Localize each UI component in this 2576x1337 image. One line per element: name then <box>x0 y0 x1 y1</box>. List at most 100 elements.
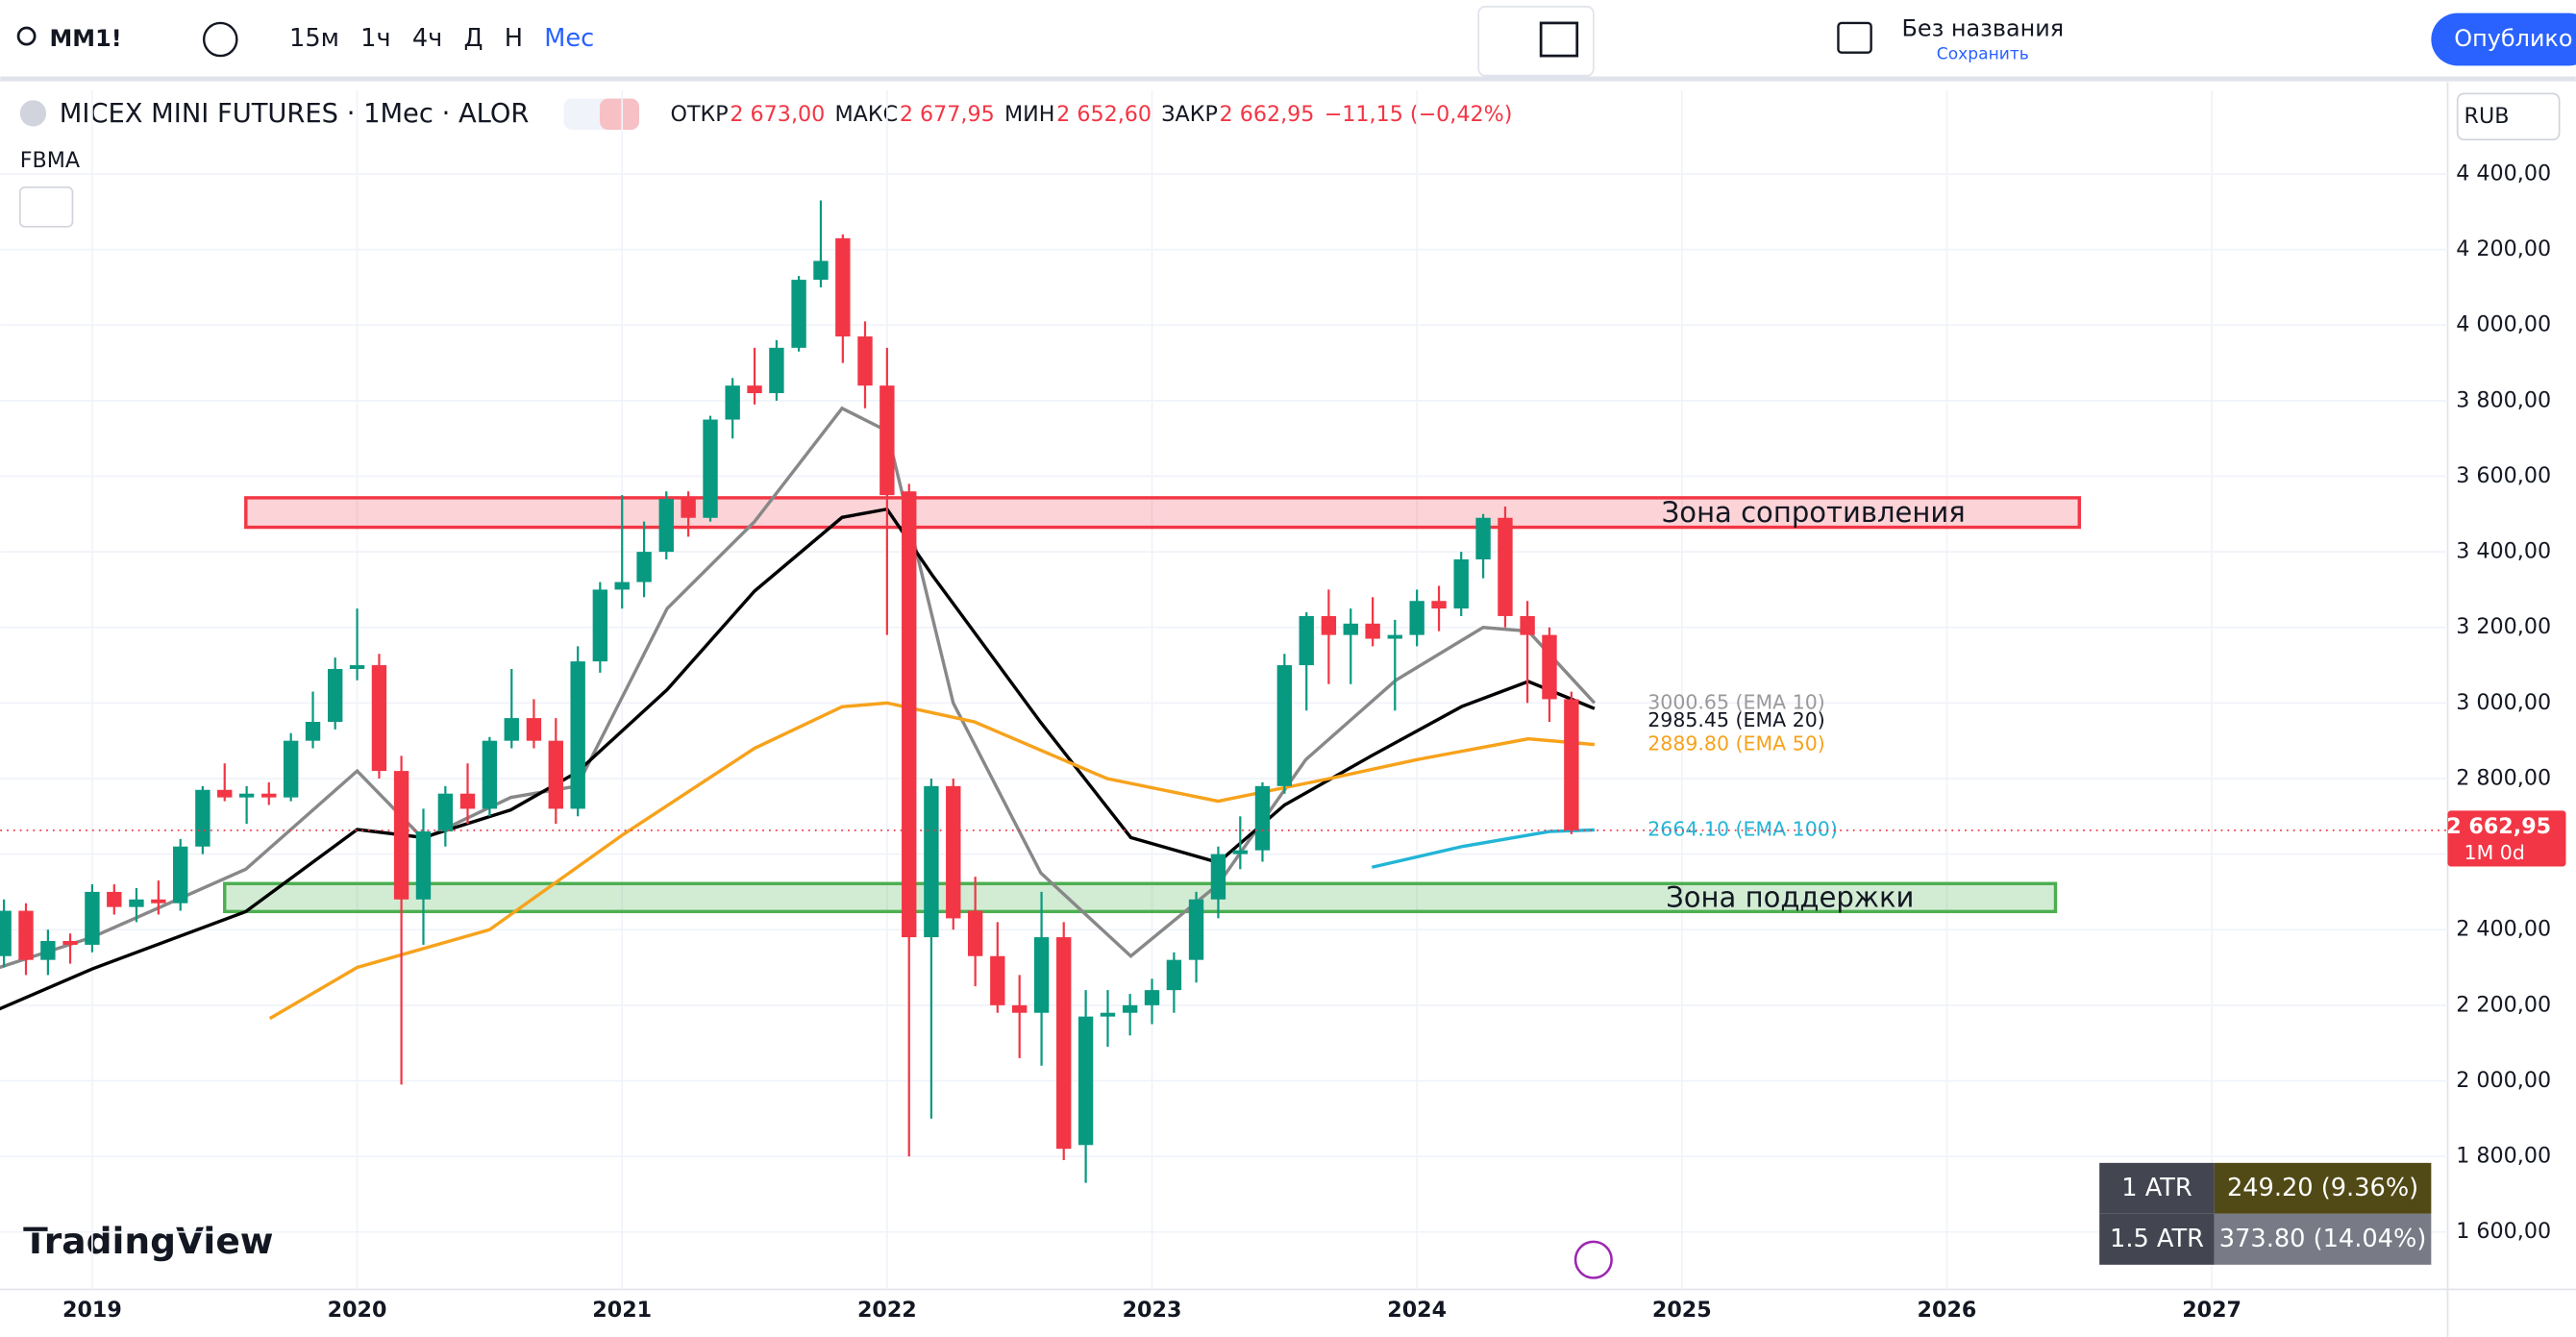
ema-line <box>0 406 1597 970</box>
atr-key-cell <box>2099 1162 2215 1214</box>
y-tick-label: 4 200,00 <box>2456 236 2551 261</box>
layout-icon[interactable] <box>1837 21 1872 54</box>
save-label[interactable]: Сохранить <box>1937 44 2029 63</box>
ema-label: 2889.80 (EMA 50) <box>1647 732 1825 755</box>
candle-body <box>1409 601 1424 635</box>
ohlc-value: 2 652,60 <box>1056 102 1152 127</box>
y-tick-label: 2 000,00 <box>2456 1068 2551 1093</box>
publish-label[interactable]: Опублико <box>2454 25 2572 52</box>
y-tick-label: 4 000,00 <box>2456 312 2551 337</box>
symbol[interactable]: MM1! <box>50 25 122 52</box>
candle-body <box>1387 634 1402 639</box>
candle-body <box>835 237 851 337</box>
x-tick-label: 2020 <box>328 1298 387 1323</box>
y-tick-label: 3 000,00 <box>2456 690 2551 715</box>
candle-body <box>1343 623 1358 635</box>
interval[interactable]: 1ч <box>360 24 390 53</box>
candle-body <box>238 793 255 798</box>
y-tick-label: 1 800,00 <box>2456 1144 2551 1169</box>
toolbar <box>0 0 2576 80</box>
atr-key: 1.5 ATR <box>2110 1225 2204 1253</box>
ema-line <box>1371 828 1595 869</box>
candle-body <box>283 740 299 798</box>
candle-body <box>151 899 166 904</box>
candle-body <box>1033 937 1050 1013</box>
candle-body <box>437 793 454 832</box>
candle-body <box>967 910 983 956</box>
candle-body <box>902 491 917 938</box>
candle-body <box>1100 1012 1116 1017</box>
interval[interactable]: Н <box>505 24 523 53</box>
candle-body <box>459 793 476 809</box>
candle-body <box>1210 854 1226 900</box>
candle-body <box>658 499 674 553</box>
candle-body <box>1542 634 1557 700</box>
alert-icon[interactable] <box>1573 1240 1613 1279</box>
candle-body <box>327 668 343 723</box>
candle-body <box>1056 937 1072 1150</box>
candle-body <box>18 910 34 960</box>
x-tick-label: 2021 <box>592 1298 652 1323</box>
candle-body <box>813 260 829 281</box>
currency[interactable]: RUB <box>2465 104 2510 129</box>
ohlc: ОТКР 2 673,00 МАКС 2 677,95 МИН 2 652,60 ЗАКР 2… <box>670 102 1314 127</box>
currency-box[interactable] <box>2456 92 2561 141</box>
search-icon[interactable] <box>16 26 37 46</box>
ohlc-value: 2 662,95 <box>1220 102 1315 127</box>
atr-value: 373.80 (14.04%) <box>2219 1225 2427 1253</box>
intervals: 15м 1ч 4ч Д Н Мес <box>289 24 594 53</box>
candle-body <box>415 831 432 900</box>
candle-body <box>1498 517 1513 616</box>
candle-body <box>393 771 409 900</box>
atr-key: 1 ATR <box>2121 1174 2192 1202</box>
interval[interactable]: Д <box>464 24 483 53</box>
candle-body <box>1254 785 1271 851</box>
candle-body <box>0 910 12 956</box>
candle-body <box>1520 615 1535 635</box>
candle-body <box>1077 1016 1094 1146</box>
add-symbol[interactable] <box>202 21 238 58</box>
collapse[interactable] <box>18 186 74 228</box>
candle-body <box>769 347 784 394</box>
candle-body <box>1232 850 1248 854</box>
candle-body <box>482 740 498 809</box>
candle-body <box>40 941 56 960</box>
candle-body <box>1431 601 1447 609</box>
interval[interactable]: 15м <box>289 24 339 53</box>
x-tick-label: 2024 <box>1387 1298 1447 1323</box>
zone-label: Зона сопротивления <box>1662 496 1966 529</box>
y-tick-label: 3 200,00 <box>2456 614 2551 639</box>
last-price-sub: 1M 0d <box>2465 841 2525 864</box>
candle-body <box>305 722 321 741</box>
atr-value-cell <box>2214 1213 2432 1265</box>
legend-toggle-on[interactable] <box>599 98 640 130</box>
ohlc-key: МИН <box>1004 102 1054 127</box>
y-tick-label: 2 800,00 <box>2456 765 2551 790</box>
layout-name[interactable]: Без названия <box>1901 15 2064 42</box>
publish-button[interactable] <box>2431 12 2576 66</box>
x-tick-label: 2027 <box>2182 1298 2242 1323</box>
candle-body <box>636 552 652 582</box>
atr-value: 249.20 (9.36%) <box>2227 1174 2418 1202</box>
candle-body <box>217 789 233 798</box>
candle-body <box>261 793 277 798</box>
ohlc-key: МАКС <box>835 102 899 127</box>
ema-label: 3000.65 (EMA 10) <box>1647 690 1825 713</box>
rect-tool[interactable] <box>1539 21 1579 58</box>
candle-body <box>371 665 387 772</box>
y-tick-label: 2 400,00 <box>2456 917 2551 942</box>
candle-body <box>173 846 188 904</box>
ema-line <box>268 701 1596 1021</box>
interval[interactable]: 4ч <box>412 24 442 53</box>
y-tick-label: 2 200,00 <box>2456 992 2551 1017</box>
y-tick-label: 3 400,00 <box>2456 539 2551 564</box>
candle-body <box>1321 615 1337 635</box>
brand: TradingView <box>23 1220 273 1262</box>
candle-body <box>1365 623 1380 639</box>
candle-body <box>946 785 961 919</box>
candle-body <box>570 661 585 809</box>
candle-body <box>592 589 608 662</box>
interval[interactable]: Мес <box>544 24 594 53</box>
